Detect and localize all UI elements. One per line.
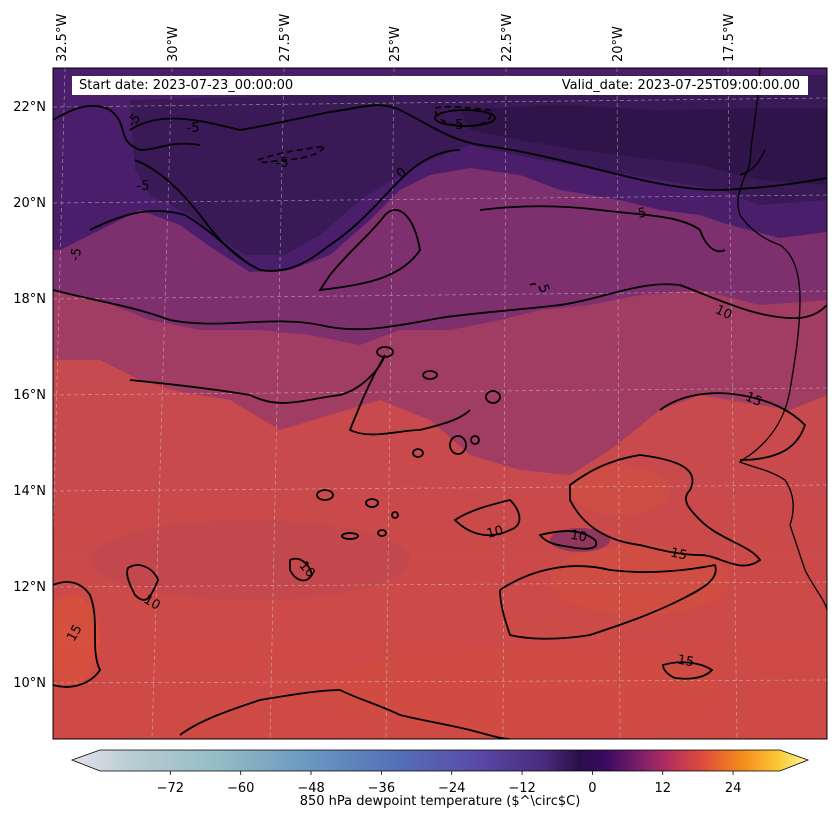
lon-label: 32.5°W (55, 14, 70, 62)
contour-label: 10 (569, 528, 588, 546)
lat-label: 18°N (13, 292, 46, 307)
contour-10 (538, 530, 598, 550)
contour-15 (179, 689, 511, 739)
lat-label: 12°N (13, 580, 46, 595)
contour-label: -5 (276, 156, 289, 171)
colorbar-tick-label: −36 (368, 781, 395, 796)
colorbar-tick-label: 24 (725, 781, 742, 796)
colorbar-tick-label: 0 (588, 781, 596, 796)
contour-label: -5 (137, 179, 150, 194)
lat-label: 16°N (13, 388, 46, 403)
colorbar: −72 −60 −48 −36 −24 −12 0 12 24 850 hPa dewpoint… (70, 749, 810, 809)
colorbar-tick-label: 12 (654, 781, 671, 796)
contour-label: 15 (64, 622, 85, 644)
date-header: Start date: 2023-07-23_00:00:00 Valid_da… (72, 76, 808, 95)
contour-5 (53, 105, 201, 151)
colorbar-tick-label: −60 (227, 781, 254, 796)
contour-label: 15 (669, 546, 688, 564)
contour-label: -5 (451, 118, 464, 133)
contour-5 (318, 209, 421, 292)
contour-label: 15 (676, 653, 695, 671)
lon-label: 20°W (611, 26, 626, 62)
colorbar-tick-label: −72 (157, 781, 184, 796)
contour-10 (289, 557, 313, 582)
contour-0 (134, 149, 461, 272)
contour-labels: -5 -5 -5 -5 -5 -5 0 5 5 10 10 10 10 10 1… (64, 111, 764, 670)
gridlines (53, 68, 827, 739)
colorbar-tick-label: −12 (508, 781, 535, 796)
coastline (737, 68, 827, 611)
lon-label: 25°W (388, 26, 403, 62)
contour-label: 10 (141, 592, 163, 613)
lat-label: 20°N (13, 196, 46, 211)
contour-0 (129, 104, 827, 191)
colorbar-bar (70, 749, 810, 772)
valid-date: Valid_date: 2023-07-25T09:00:00.00 (561, 78, 800, 93)
map-frame (52, 67, 828, 740)
colorbar-tick-label: −48 (297, 781, 324, 796)
contour-15 (53, 581, 102, 688)
contour-5 (89, 210, 251, 266)
map-field (53, 68, 827, 739)
lon-label: 30°W (166, 26, 181, 62)
contour-15 (662, 661, 714, 680)
lat-label: 10°N (13, 676, 46, 691)
contour-label: 10 (713, 303, 734, 324)
lon-label: 22.5°W (500, 14, 515, 62)
lat-label: 22°N (13, 100, 46, 115)
contour-label: 10 (485, 523, 505, 542)
contour-15 (569, 454, 762, 567)
lon-label: 17.5°W (722, 14, 737, 62)
dry-region (460, 105, 827, 185)
contour-5 (479, 205, 726, 253)
longitude-labels: 32.5°W 30°W 27.5°W 25°W 22.5°W 20°W 17.5… (55, 14, 737, 62)
start-date: Start date: 2023-07-23_00:00:00 (79, 78, 294, 93)
contour-10 (453, 499, 521, 537)
contour-label: -5 (68, 247, 85, 262)
contour-15 (659, 392, 807, 461)
colorbar-label: 850 hPa dewpoint temperature ($^\circ$C) (300, 794, 581, 809)
contour-label: 15 (743, 390, 764, 411)
colorbar-ticks: −72 −60 −48 −36 −24 −12 0 12 24 (157, 771, 742, 796)
contour-minus5 (256, 105, 541, 291)
latitude-labels: 22°N 20°N 18°N 16°N 14°N 12°N 10°N (13, 100, 46, 691)
contour-label: -5 (187, 121, 200, 136)
contour-10 (126, 564, 159, 601)
lon-label: 27.5°W (278, 14, 293, 62)
contour-10 (53, 283, 827, 331)
colorbar-tick-label: −24 (438, 781, 465, 796)
contour-label: 5 (637, 205, 648, 221)
contour-15 (499, 563, 717, 640)
lat-label: 14°N (13, 484, 46, 499)
contour-lines (53, 104, 827, 739)
